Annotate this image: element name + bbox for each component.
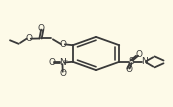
Text: O: O: [135, 50, 142, 59]
Text: N: N: [59, 58, 66, 67]
Text: O: O: [59, 68, 66, 78]
Text: N: N: [141, 57, 148, 66]
Text: O: O: [25, 34, 32, 43]
Text: S: S: [129, 57, 135, 66]
Text: O: O: [49, 58, 56, 67]
Text: O: O: [38, 24, 45, 33]
Text: -: -: [64, 68, 67, 74]
Text: O: O: [126, 65, 133, 74]
Text: O: O: [60, 40, 66, 49]
Text: +: +: [62, 58, 68, 63]
